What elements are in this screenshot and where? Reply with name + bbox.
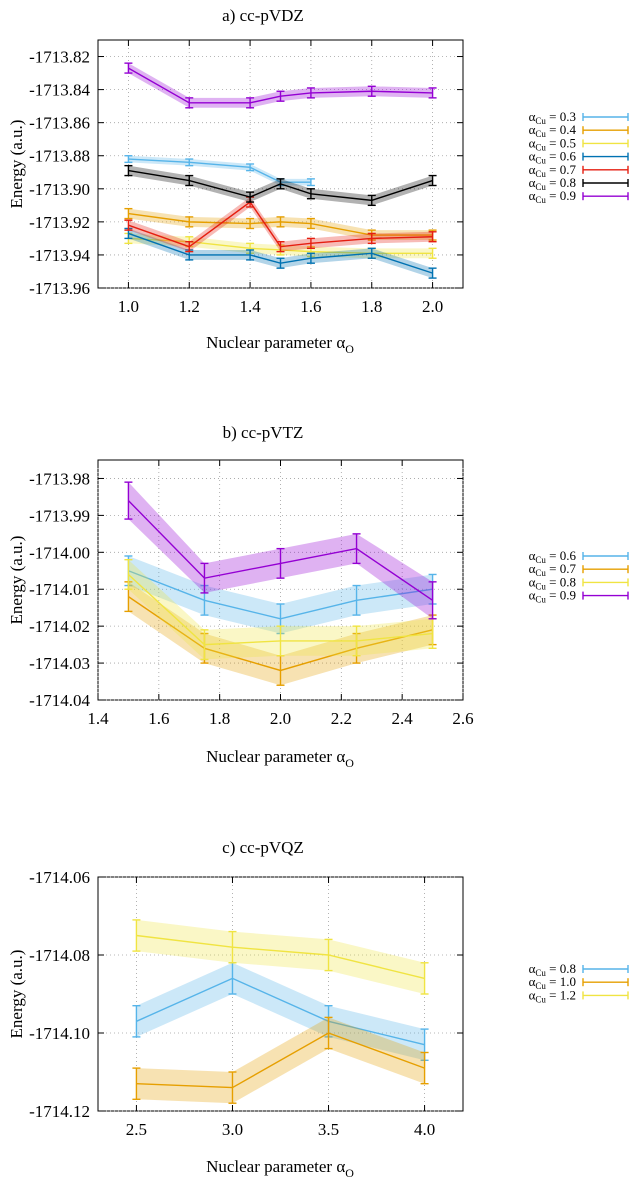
y-tick-label: -1713.98: [29, 469, 90, 488]
y-tick-label: -1713.88: [29, 147, 90, 166]
x-tick-label: 1.4: [239, 297, 261, 316]
y-tick-label: -1714.06: [29, 868, 90, 887]
y-tick-label: -1714.03: [29, 654, 90, 673]
y-tick-label: -1713.99: [29, 506, 90, 525]
legend-label: αCu = 0.7: [529, 561, 577, 578]
y-tick-label: -1714.08: [29, 946, 90, 965]
error-band: [128, 63, 433, 108]
y-tick-label: -1714.02: [29, 617, 90, 636]
x-tick-label: 1.6: [300, 297, 321, 316]
error-band: [136, 962, 425, 1061]
y-tick-label: -1713.94: [29, 246, 90, 265]
x-tick-label: 1.0: [118, 297, 139, 316]
legend-label: αCu = 0.6: [529, 149, 577, 166]
y-tick-label: -1714.10: [29, 1024, 90, 1043]
panel-b-title: b) cc-pVTZ: [223, 423, 304, 442]
y-tick-label: -1713.84: [29, 81, 90, 100]
y-tick-label: -1714.12: [29, 1102, 90, 1121]
x-tick-label: 2.6: [452, 709, 473, 728]
y-tick-label: -1713.92: [29, 213, 90, 232]
legend-label: αCu = 0.8: [529, 175, 576, 192]
x-tick-label: 1.8: [361, 297, 382, 316]
panel-b-xlabel: Nuclear parameter αO: [206, 747, 354, 770]
x-tick-label: 3.0: [222, 1120, 243, 1139]
x-tick-label: 1.6: [148, 709, 169, 728]
series-line: [136, 977, 425, 1046]
legend-label: αCu = 0.8: [529, 961, 576, 978]
x-tick-label: 2.0: [422, 297, 443, 316]
x-tick-label: 1.2: [179, 297, 200, 316]
x-tick-label: 4.0: [414, 1120, 435, 1139]
panel-a-plot-frame: [97, 39, 464, 289]
panel-a-title: a) cc-pVDZ: [222, 6, 304, 25]
y-tick-label: -1713.96: [29, 279, 90, 298]
y-tick-label: -1713.90: [29, 180, 90, 199]
legend-label: αCu = 0.6: [529, 548, 577, 565]
x-tick-label: 1.4: [87, 709, 109, 728]
y-tick-label: -1713.82: [29, 48, 90, 67]
legend-label: αCu = 1.0: [529, 974, 576, 991]
x-tick-label: 2.2: [331, 709, 352, 728]
legend-label: αCu = 0.9: [529, 588, 576, 605]
panel-c-plot: 2.5 3.0 3.5 4.0 -1714.06 -1714.08 -1714.10 -171…: [29, 868, 463, 1139]
legend-label: αCu = 1.2: [529, 987, 576, 1004]
x-tick-label: 2.0: [270, 709, 291, 728]
x-tick-label: 2.5: [126, 1120, 147, 1139]
panel-c-xlabel: Nuclear parameter αO: [206, 1157, 354, 1180]
y-tick-label: -1714.04: [29, 691, 90, 710]
panel-b-ylabel: Energy (a.u.): [7, 536, 26, 625]
legend-label: αCu = 0.8: [529, 574, 576, 591]
error-band: [136, 919, 425, 994]
y-tick-label: -1713.86: [29, 114, 90, 133]
error-band: [128, 155, 311, 186]
panel-a: a) cc-pVDZ 1.0 1.2 1.4 1.6 1.8 2.0 -1713.82 -17…: [7, 6, 629, 356]
legend-label: αCu = 0.7: [529, 162, 577, 179]
panel-b: b) cc-pVTZ 1.4 1.6 1.8 2.0 2.2 2.4 2.6 -1713.98…: [7, 423, 629, 770]
x-tick-label: 3.5: [318, 1120, 339, 1139]
panel-c-plot-frame: [97, 876, 464, 1112]
panel-c-ylabel: Energy (a.u.): [7, 950, 26, 1039]
error-band: [128, 197, 433, 252]
x-tick-label: 1.8: [209, 709, 230, 728]
y-tick-label: -1714.01: [29, 580, 90, 599]
panel-a-xlabel: Nuclear parameter αO: [206, 333, 354, 356]
y-tick-label: -1714.00: [29, 543, 90, 562]
legend-label: αCu = 0.3: [529, 109, 576, 126]
legend-label: αCu = 0.5: [529, 135, 576, 152]
legend-label: αCu = 0.9: [529, 188, 576, 205]
panel-c-title: c) cc-pVQZ: [222, 838, 304, 857]
panel-a-plot: 1.0 1.2 1.4 1.6 1.8 2.0 -1713.82 -1713.84 -1713.…: [29, 40, 463, 316]
panel-b-plot: 1.4 1.6 1.8 2.0 2.2 2.4 2.6 -1713.98 -1713.99 -17…: [29, 460, 474, 728]
legend-label: αCu = 0.4: [529, 122, 577, 139]
panel-a-ylabel: Energy (a.u.): [7, 120, 26, 209]
panel-c: c) cc-pVQZ 2.5 3.0 3.5 4.0 -1714.06 -1714.08 -…: [7, 838, 629, 1180]
x-tick-label: 2.4: [392, 709, 414, 728]
series-line: [136, 1032, 425, 1089]
series-line: [136, 934, 425, 980]
